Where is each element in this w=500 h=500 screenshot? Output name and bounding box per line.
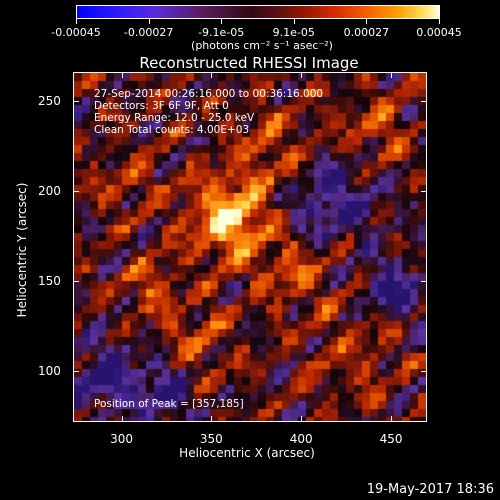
x-tick-mark — [391, 72, 393, 78]
y-tick-mark — [73, 100, 79, 102]
y-axis-title: Heliocentric Y (arcsec) — [15, 182, 29, 318]
x-tick-label: 400 — [289, 432, 313, 446]
y-tick-label: 250 — [38, 93, 61, 108]
x-tick-mark — [121, 416, 123, 422]
plot-title: Reconstructed RHESSI Image — [139, 54, 359, 72]
timestamp: 19-May-2017 18:36 — [366, 482, 494, 497]
colorbar-tick-label: 0.00027 — [343, 26, 390, 39]
colorbar-tick — [366, 19, 368, 24]
colorbar-tick-label: -0.00045 — [51, 26, 101, 39]
colorbar-tick — [221, 19, 223, 24]
annotation-peak: Position of Peak = [357,185] — [94, 398, 244, 410]
annotation-clean: Clean Total counts: 4.00E+03 — [94, 124, 250, 136]
colorbar-tick-label: -9.1e-05 — [198, 26, 245, 39]
x-tick-mark — [211, 72, 213, 78]
colorbar-tick-label: -0.00027 — [123, 26, 174, 39]
colorbar — [76, 5, 440, 19]
colorbar-tick — [76, 19, 77, 24]
colorbar-tick-label: 9.1e-05 — [272, 26, 315, 39]
x-tick-mark — [301, 72, 303, 78]
y-tick-label: 100 — [38, 364, 61, 379]
y-tick-mark — [73, 191, 79, 193]
x-tick-label: 350 — [199, 432, 223, 446]
colorbar-units: (photons cm⁻² s⁻¹ asec⁻²) — [191, 39, 333, 52]
annotation-time: 27-Sep-2014 00:26:16.000 to 00:36:16.000 — [94, 88, 324, 100]
colorbar-tick — [293, 19, 295, 24]
x-tick-mark — [211, 416, 213, 422]
x-tick-label: 450 — [379, 432, 403, 446]
heatmap-image — [74, 73, 426, 421]
y-tick-label: 200 — [38, 184, 61, 199]
x-tick-mark — [391, 416, 393, 422]
y-tick-mark — [421, 281, 427, 283]
colorbar-tick — [148, 19, 150, 24]
annotation-detectors: Detectors: 3F 6F 9F, Att 0 — [94, 100, 229, 112]
y-tick-mark — [73, 281, 79, 283]
x-axis-title: Heliocentric X (arcsec) — [179, 446, 315, 460]
colorbar-tick-label: 0.00045 — [416, 26, 462, 39]
y-tick-mark — [73, 371, 79, 373]
x-tick-label: 300 — [110, 432, 133, 446]
colorbar-tick — [439, 19, 440, 24]
image-plot: 27-Sep-2014 00:26:16.000 to 00:36:16.000… — [73, 72, 427, 422]
y-tick-mark — [421, 371, 427, 373]
y-tick-label: 150 — [38, 274, 61, 289]
annotation-energy: Energy Range: 12.0 - 25.0 keV — [94, 112, 255, 124]
y-tick-mark — [421, 191, 427, 193]
x-tick-mark — [121, 72, 123, 78]
x-tick-mark — [301, 416, 303, 422]
y-tick-mark — [421, 100, 427, 102]
